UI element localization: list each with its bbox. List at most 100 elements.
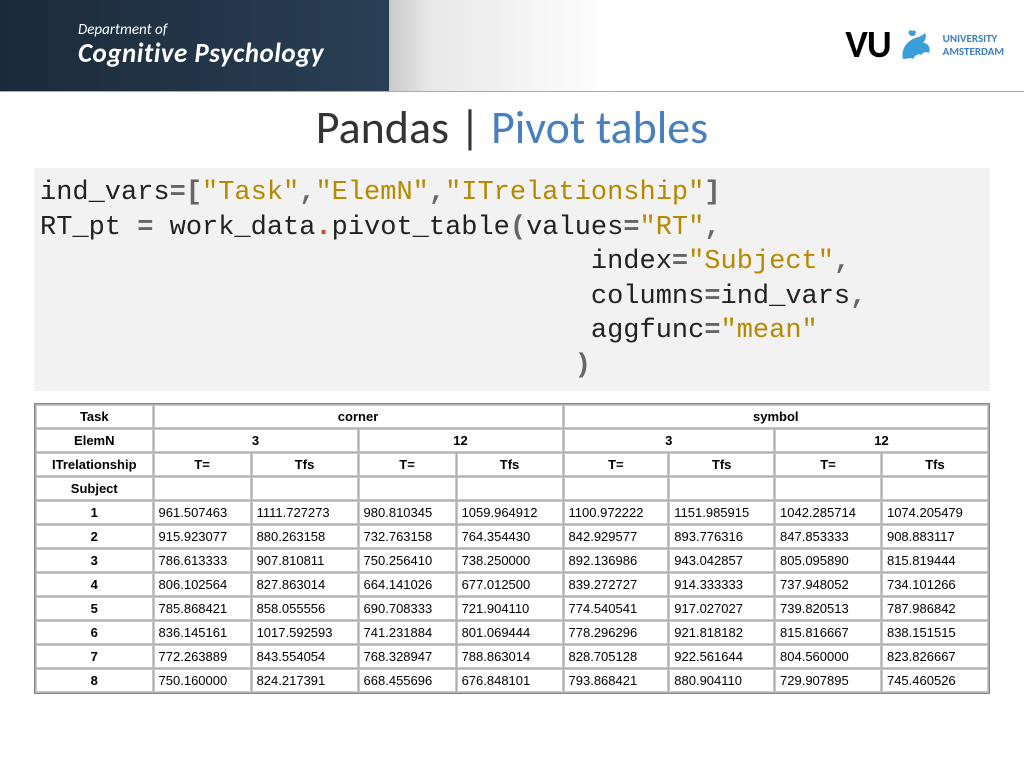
pivot-value-cell: 739.820513	[775, 597, 881, 620]
pivot-value-cell: 805.095890	[775, 549, 881, 572]
pivot-value-cell: 838.151515	[882, 621, 988, 644]
table-row: 3786.613333907.810811750.256410738.25000…	[36, 549, 988, 572]
pivot-empty-header	[775, 477, 881, 500]
code-token: ,	[834, 247, 850, 277]
pivot-value-cell: 734.101266	[882, 573, 988, 596]
code-token: )	[575, 351, 591, 381]
pivot-itrel-cell: T=	[564, 453, 669, 476]
code-token: aggfunc	[591, 316, 704, 346]
pivot-subject-3: 3	[36, 549, 153, 572]
pivot-value-cell: 828.705128	[564, 645, 669, 668]
code-token: =	[137, 213, 153, 243]
pivot-value-cell: 668.455696	[359, 669, 456, 692]
pivot-value-cell: 892.136986	[564, 549, 669, 572]
code-token: "Subject"	[688, 247, 834, 277]
department-large-text: Cognitive Psychology	[78, 37, 324, 70]
pivot-value-cell: 893.776316	[669, 525, 774, 548]
slide-title: Pandas | Pivot tables	[0, 92, 1024, 168]
pivot-value-cell: 839.272727	[564, 573, 669, 596]
pivot-value-cell: 823.826667	[882, 645, 988, 668]
pivot-value-cell: 664.141026	[359, 573, 456, 596]
pivot-value-cell: 842.929577	[564, 525, 669, 548]
code-token: ind_vars	[40, 178, 170, 208]
vu-university-text: UNIVERSITY AMSTERDAM	[943, 32, 1004, 58]
pivot-empty-header	[669, 477, 774, 500]
code-token: pivot_table	[332, 213, 510, 243]
pivot-empty-header	[882, 477, 988, 500]
pivot-empty-header	[564, 477, 669, 500]
table-row: 4806.102564827.863014664.141026677.01250…	[36, 573, 988, 596]
pivot-table-wrap: TaskcornersymbolElemN312312ITrelationshi…	[34, 403, 990, 694]
pivot-header-task: Task	[36, 405, 153, 428]
code-token: =	[170, 178, 186, 208]
code-token: index	[591, 247, 672, 277]
pivot-value-cell: 961.507463	[154, 501, 251, 524]
pivot-value-cell: 741.231884	[359, 621, 456, 644]
pivot-subject-7: 7	[36, 645, 153, 668]
pivot-task-symbol: symbol	[564, 405, 988, 428]
title-part-blue: Pivot tables	[491, 100, 708, 156]
code-token: (	[510, 213, 526, 243]
table-row: 7772.263889843.554054768.328947788.86301…	[36, 645, 988, 668]
pivot-elemn-12: 12	[359, 429, 563, 452]
header-banner: Department of Cognitive Psychology VU UN…	[0, 0, 1024, 92]
pivot-empty-header	[457, 477, 563, 500]
pivot-value-cell: 922.561644	[669, 645, 774, 668]
pivot-subject-4: 4	[36, 573, 153, 596]
code-token: ,	[704, 213, 720, 243]
pivot-header-elemn: ElemN	[36, 429, 153, 452]
pivot-value-cell: 806.102564	[154, 573, 251, 596]
code-token: "RT"	[640, 213, 705, 243]
pivot-value-cell: 738.250000	[457, 549, 563, 572]
pivot-value-cell: 1017.592593	[252, 621, 358, 644]
pivot-header-subject: Subject	[36, 477, 153, 500]
pivot-itrel-cell: Tfs	[669, 453, 774, 476]
code-token: [	[186, 178, 202, 208]
code-token: columns	[591, 282, 704, 312]
pivot-empty-header	[359, 477, 456, 500]
pivot-task-corner: corner	[154, 405, 563, 428]
vu-letters: VU	[845, 22, 890, 68]
pivot-value-cell: 847.853333	[775, 525, 881, 548]
pivot-empty-header	[154, 477, 251, 500]
vu-logo-block: VU UNIVERSITY AMSTERDAM	[845, 22, 1004, 68]
code-token: ,	[850, 282, 866, 312]
pivot-header-itrel: ITrelationship	[36, 453, 153, 476]
vu-line1: UNIVERSITY	[943, 32, 1004, 45]
code-token: ind_vars	[721, 282, 851, 312]
code-token: RT_pt	[40, 213, 137, 243]
pivot-value-cell: 745.460526	[882, 669, 988, 692]
pivot-value-cell: 793.868421	[564, 669, 669, 692]
pivot-value-cell: 732.763158	[359, 525, 456, 548]
pivot-subject-1: 1	[36, 501, 153, 524]
pivot-value-cell: 787.986842	[882, 597, 988, 620]
pivot-value-cell: 690.708333	[359, 597, 456, 620]
pivot-value-cell: 764.354430	[457, 525, 563, 548]
table-row: 1961.5074631111.727273980.8103451059.964…	[36, 501, 988, 524]
pivot-value-cell: 980.810345	[359, 501, 456, 524]
table-row: 5785.868421858.055556690.708333721.90411…	[36, 597, 988, 620]
code-token: "ITrelationship"	[445, 178, 704, 208]
pivot-value-cell: 1151.985915	[669, 501, 774, 524]
pivot-value-cell: 676.848101	[457, 669, 563, 692]
code-block: ind_vars=["Task","ElemN","ITrelationship…	[34, 168, 990, 391]
pivot-itrel-cell: T=	[359, 453, 456, 476]
pivot-subject-8: 8	[36, 669, 153, 692]
vu-line2: AMSTERDAM	[943, 45, 1004, 58]
pivot-value-cell: 1111.727273	[252, 501, 358, 524]
code-token: "mean"	[721, 316, 818, 346]
pivot-itrel-cell: Tfs	[457, 453, 563, 476]
code-token: =	[623, 213, 639, 243]
pivot-value-cell: 915.923077	[154, 525, 251, 548]
pivot-value-cell: 1059.964912	[457, 501, 563, 524]
pivot-value-cell: 914.333333	[669, 573, 774, 596]
pivot-subject-6: 6	[36, 621, 153, 644]
pivot-value-cell: 1074.205479	[882, 501, 988, 524]
pivot-elemn-12: 12	[775, 429, 988, 452]
pivot-value-cell: 786.613333	[154, 549, 251, 572]
pivot-value-cell: 804.560000	[775, 645, 881, 668]
pivot-value-cell: 774.540541	[564, 597, 669, 620]
pivot-value-cell: 880.904110	[669, 669, 774, 692]
griffin-icon	[895, 25, 935, 65]
pivot-value-cell: 908.883117	[882, 525, 988, 548]
